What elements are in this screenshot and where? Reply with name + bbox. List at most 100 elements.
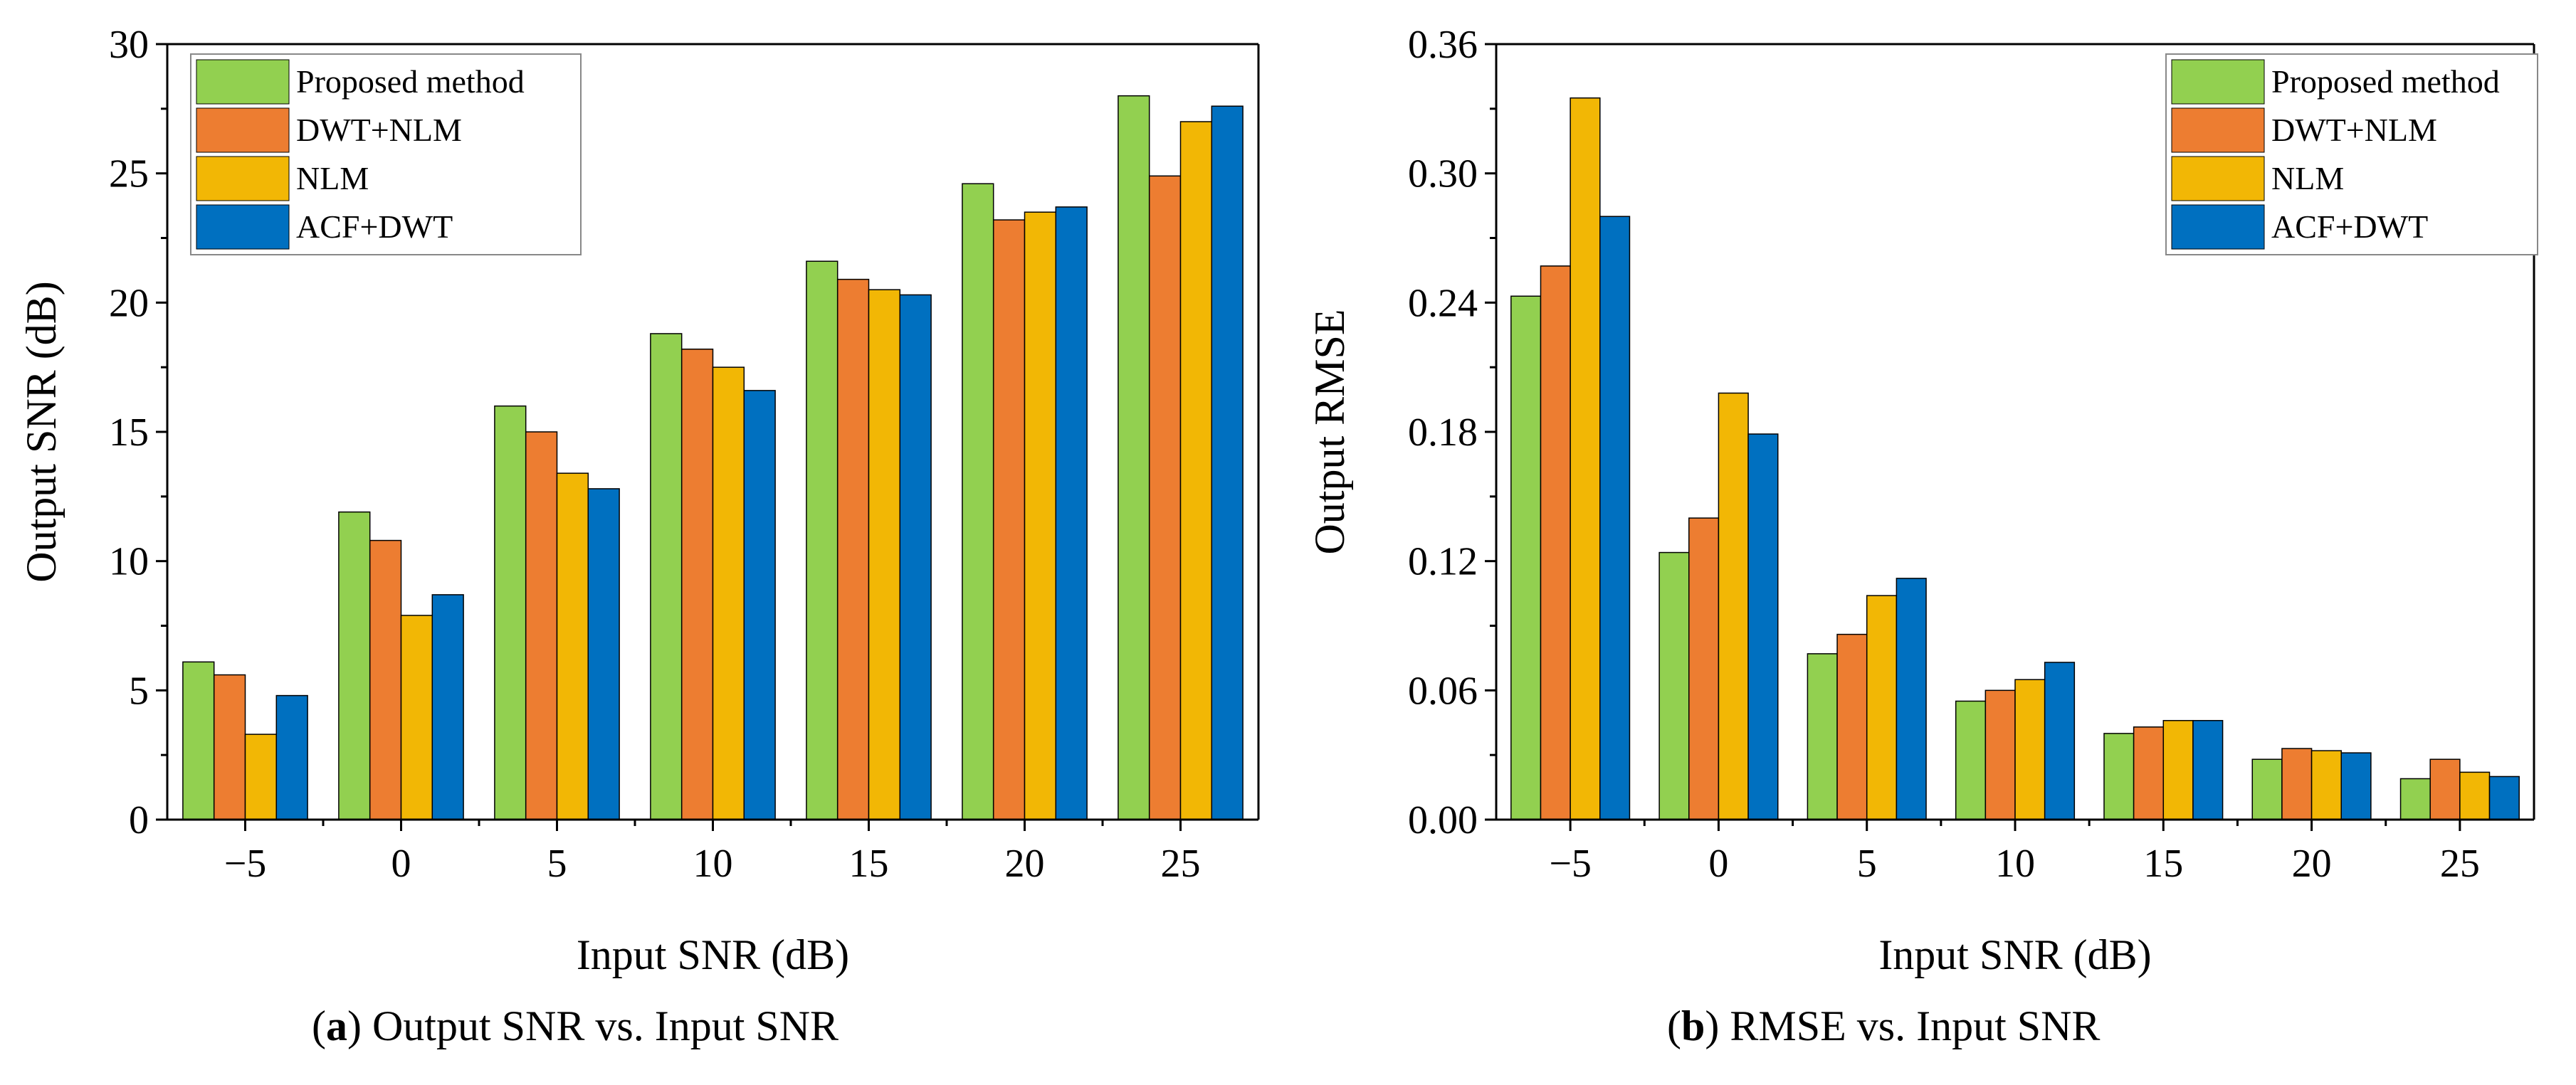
rmse-legend-swatch-0 (2171, 59, 2265, 105)
rmse-legend: Proposed method DWT+NLM NLM ACF+DWT (2165, 53, 2538, 255)
rmse-bar-proposed-method-2 (1807, 653, 1838, 820)
rmse-legend-swatch-3 (2171, 204, 2265, 250)
rmse-legend-swatch-2 (2171, 156, 2265, 201)
snr-bar-nlm-1 (400, 615, 433, 820)
snr-legend-label-1: DWT+NLM (296, 112, 462, 148)
rmse-bar-dwt-nlm-3 (1984, 689, 2016, 820)
rmse-y-tick-label: 0.36 (1408, 23, 1478, 67)
snr-bar-acf-dwt-1 (431, 594, 464, 820)
rmse-x-tick-label: 15 (2143, 842, 2183, 886)
rmse-legend-label-3: ACF+DWT (2271, 208, 2428, 245)
rmse-x-axis-title: Input SNR (dB) (1878, 931, 2151, 978)
rmse-bar-dwt-nlm-1 (1688, 517, 1720, 820)
rmse-bar-proposed-method-6 (2399, 778, 2431, 820)
snr-bar-nlm-2 (556, 472, 589, 820)
caption-b-letter: b (1681, 1002, 1705, 1049)
snr-bar-proposed-method-2 (494, 405, 527, 820)
snr-y-tick-label: 5 (129, 669, 149, 713)
rmse-bar-acf-dwt-4 (2192, 719, 2224, 820)
rmse-bar-acf-dwt-2 (1896, 578, 1927, 820)
rmse-y-tick-label: 0.12 (1408, 540, 1478, 584)
snr-x-tick-label: 25 (1161, 842, 1201, 886)
snr-bar-acf-dwt-3 (743, 390, 776, 820)
rmse-bar-dwt-nlm-5 (2281, 748, 2313, 820)
caption-b-text: RMSE vs. Input SNR (1730, 1002, 2101, 1049)
snr-bar-dwt-nlm-5 (992, 219, 1026, 820)
snr-bar-proposed-method-6 (1118, 95, 1150, 820)
rmse-bar-dwt-nlm-0 (1540, 265, 1571, 820)
snr-x-tick-label: 10 (693, 842, 733, 886)
rmse-bar-acf-dwt-3 (2044, 662, 2076, 820)
snr-bar-acf-dwt-5 (1055, 206, 1088, 820)
rmse-bar-acf-dwt-6 (2488, 776, 2520, 820)
snr-bar-acf-dwt-2 (587, 488, 620, 820)
rmse-legend-label-0: Proposed method (2271, 63, 2500, 100)
snr-bar-acf-dwt-6 (1211, 105, 1244, 820)
snr-legend-swatch-0 (196, 59, 290, 105)
caption-a-text: Output SNR vs. Input SNR (372, 1002, 839, 1049)
snr-x-tick-label: 0 (391, 842, 411, 886)
snr-y-tick-label: 20 (109, 281, 149, 325)
rmse-bar-proposed-method-5 (2251, 758, 2283, 820)
rmse-bar-acf-dwt-1 (1747, 433, 1779, 820)
snr-bar-acf-dwt-4 (899, 294, 932, 820)
snr-bar-dwt-nlm-4 (836, 278, 870, 820)
rmse-y-tick-label: 0.30 (1408, 152, 1478, 196)
rmse-bar-proposed-method-1 (1658, 551, 1690, 820)
snr-bar-dwt-nlm-2 (525, 431, 558, 820)
rmse-y-tick-label: 0.06 (1408, 669, 1478, 713)
snr-y-tick-label: 10 (109, 540, 149, 584)
snr-x-tick-label: −5 (224, 842, 267, 886)
rmse-bar-acf-dwt-5 (2340, 752, 2372, 820)
chart-output-snr: 0 5 10 15 20 25 30 −5 0 5 10 15 20 25 Input SNR (dB) Ou… (18, 23, 1260, 978)
rmse-x-tick-label: 25 (2440, 842, 2480, 886)
rmse-bar-acf-dwt-0 (1599, 216, 1631, 820)
snr-bar-proposed-method-5 (962, 183, 994, 820)
rmse-y-axis-title: Output RMSE (1306, 309, 1353, 554)
snr-legend-swatch-1 (196, 107, 290, 153)
rmse-y-tick-label: 0.24 (1408, 281, 1478, 325)
snr-x-tick-label: 15 (849, 842, 889, 886)
rmse-bar-dwt-nlm-4 (2133, 726, 2165, 820)
snr-bar-nlm-0 (244, 734, 278, 820)
snr-bar-proposed-method-0 (182, 661, 215, 820)
snr-x-tick-label: 20 (1005, 842, 1045, 886)
rmse-bar-proposed-method-4 (2103, 733, 2135, 820)
snr-y-tick-label: 15 (109, 411, 149, 455)
rmse-bar-nlm-6 (2459, 771, 2491, 820)
snr-bar-acf-dwt-0 (275, 694, 308, 820)
rmse-legend-swatch-1 (2171, 107, 2265, 153)
caption-b: (b) RMSE vs. Input SNR (1667, 1002, 2101, 1049)
snr-bar-proposed-method-4 (806, 260, 838, 820)
rmse-bar-nlm-0 (1570, 97, 1601, 820)
snr-bar-dwt-nlm-6 (1148, 175, 1182, 820)
rmse-bar-proposed-method-3 (1955, 700, 1987, 820)
snr-x-axis-title: Input SNR (dB) (577, 931, 849, 978)
snr-y-tick-label: 30 (109, 23, 149, 67)
rmse-x-tick-label: 5 (1857, 842, 1877, 886)
chart-output-rmse: 0.00 0.06 0.12 0.18 0.24 0.30 0.36 −5 0 5 10 15 20 25… (1306, 23, 2538, 978)
snr-bar-proposed-method-3 (650, 333, 683, 820)
snr-legend-label-2: NLM (296, 160, 369, 196)
rmse-bar-nlm-5 (2310, 750, 2342, 820)
snr-legend-label-0: Proposed method (296, 63, 525, 100)
rmse-bar-proposed-method-0 (1510, 295, 1542, 820)
rmse-bar-nlm-4 (2162, 719, 2194, 820)
snr-bar-nlm-4 (868, 289, 901, 820)
rmse-bar-nlm-3 (2014, 679, 2046, 820)
rmse-x-tick-label: −5 (1549, 842, 1592, 886)
snr-bar-nlm-3 (712, 366, 745, 820)
rmse-y-tick-label: 0.00 (1408, 798, 1478, 842)
snr-bar-dwt-nlm-1 (369, 539, 402, 820)
snr-legend-swatch-3 (196, 204, 290, 250)
snr-legend: Proposed method DWT+NLM NLM ACF+DWT (190, 53, 582, 255)
rmse-bar-dwt-nlm-6 (2429, 758, 2461, 820)
rmse-y-tick-label: 0.18 (1408, 411, 1478, 455)
rmse-legend-label-1: DWT+NLM (2271, 112, 2437, 148)
snr-x-tick-label: 5 (547, 842, 567, 886)
snr-bar-nlm-5 (1024, 211, 1057, 820)
rmse-x-tick-label: 10 (1995, 842, 2035, 886)
rmse-bar-dwt-nlm-2 (1836, 633, 1868, 820)
snr-bar-nlm-6 (1179, 121, 1213, 820)
